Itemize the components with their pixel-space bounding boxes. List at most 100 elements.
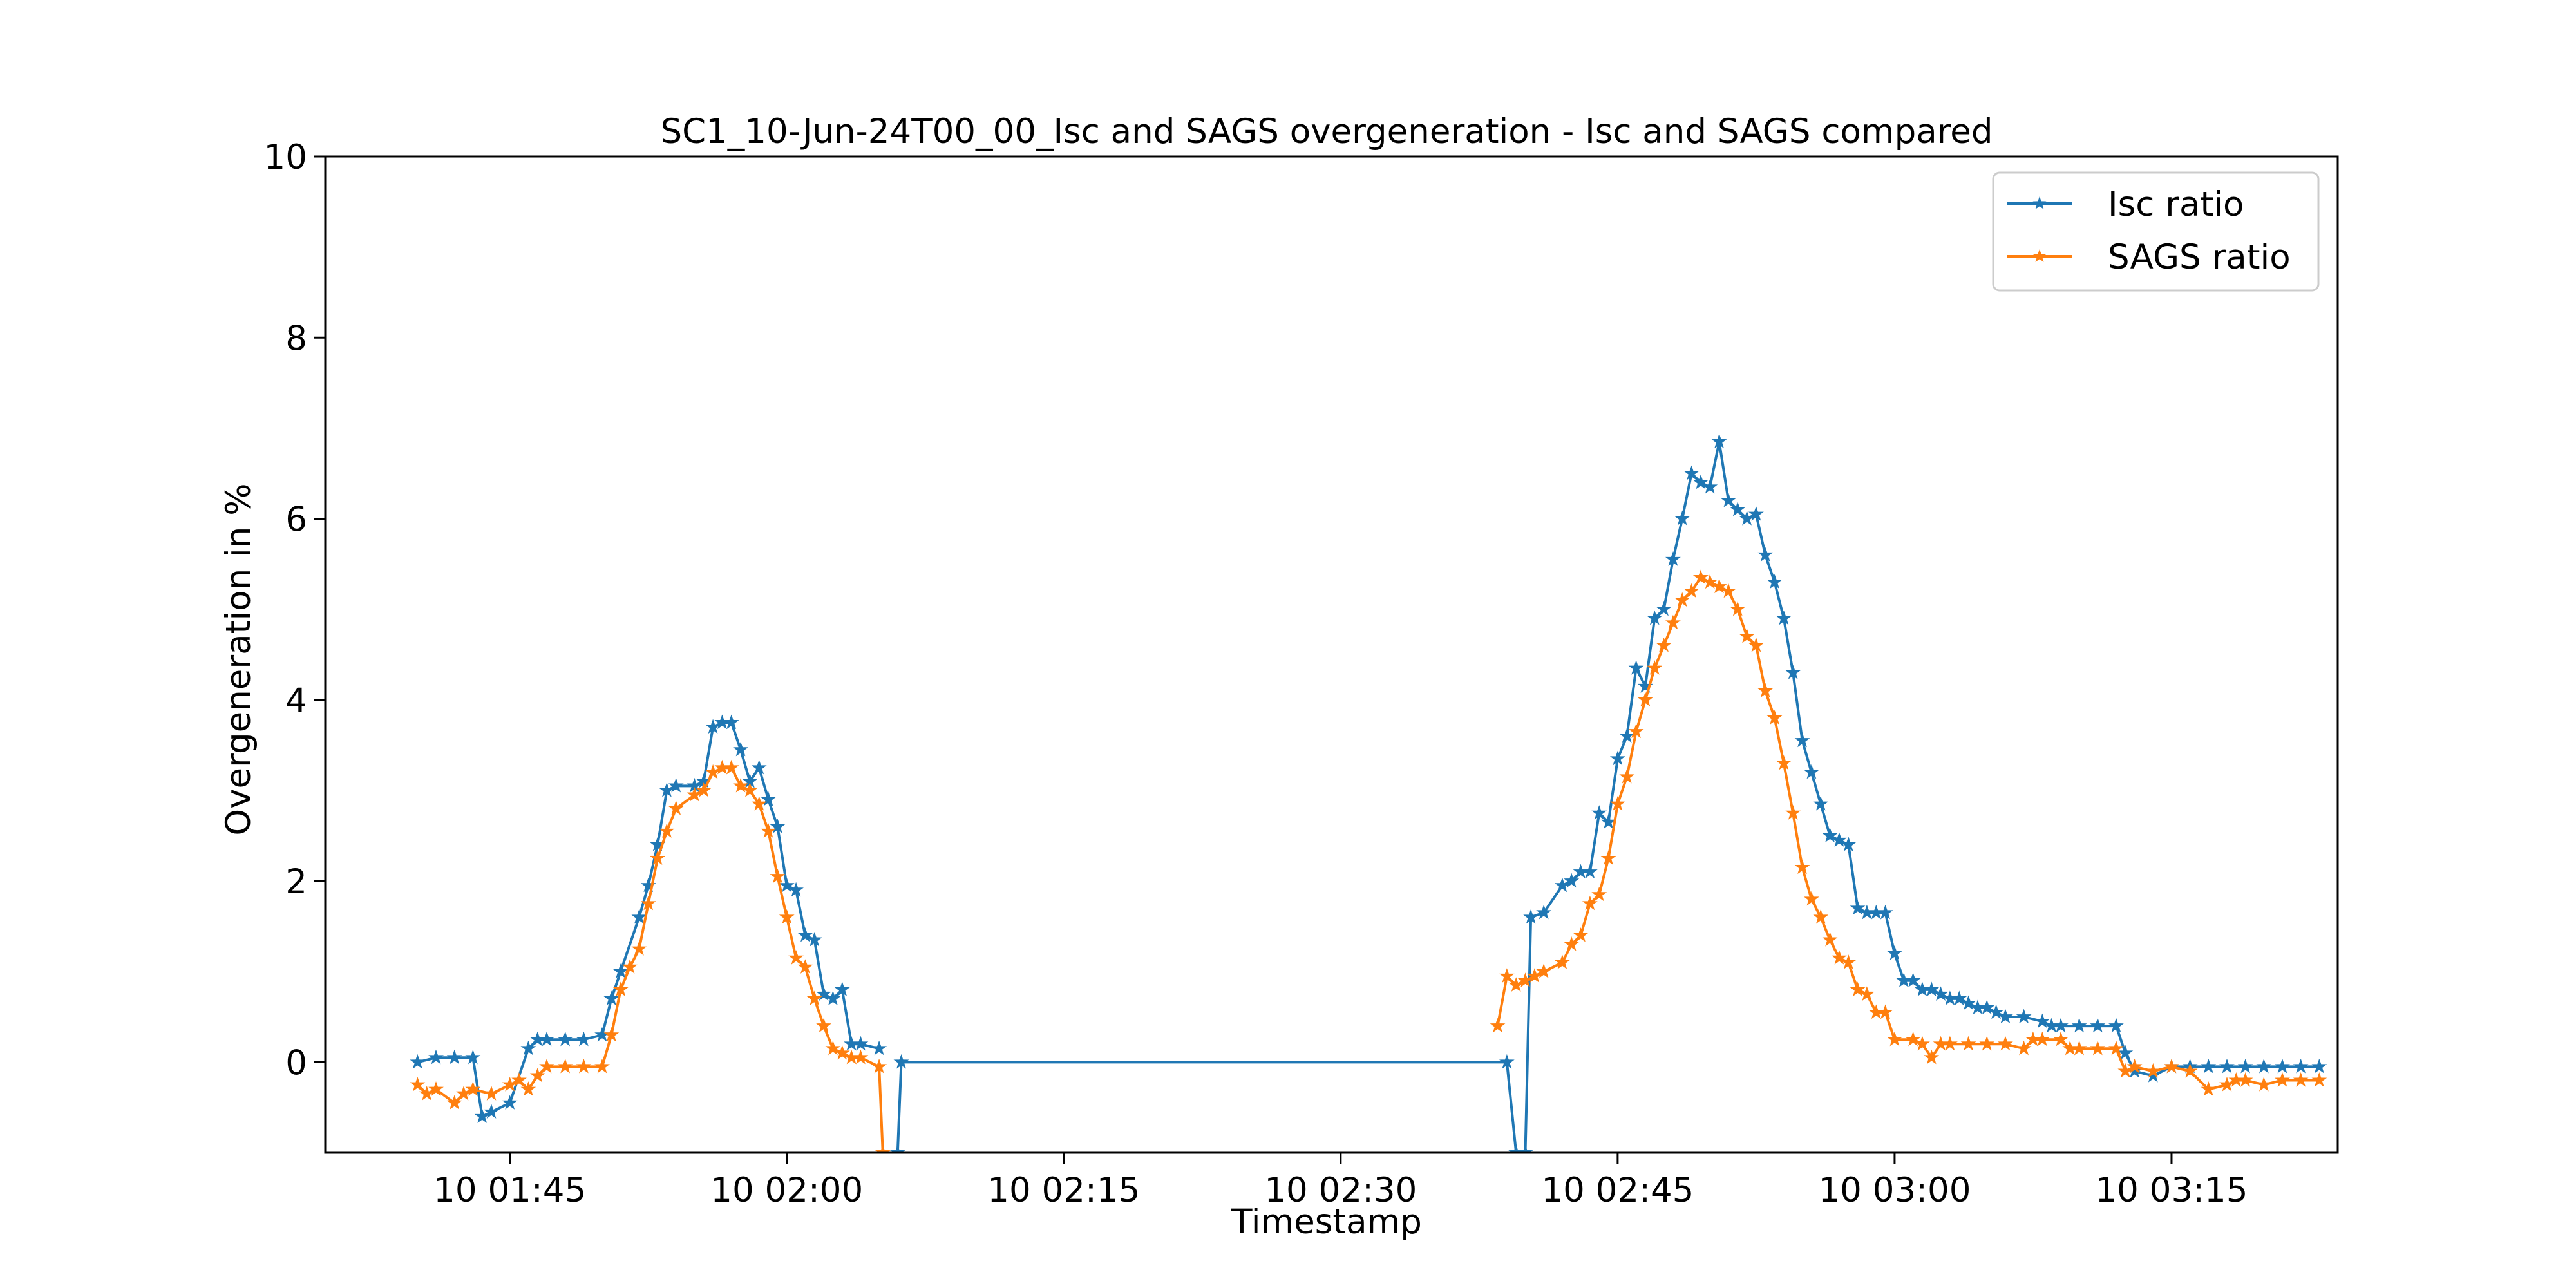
data-point bbox=[733, 741, 748, 757]
x-tick-label: 10 01:45 bbox=[433, 1171, 586, 1210]
data-point bbox=[2201, 1058, 2217, 1074]
data-point bbox=[576, 1058, 592, 1074]
data-point bbox=[723, 759, 739, 775]
data-point bbox=[1600, 814, 1616, 829]
data-point bbox=[853, 1036, 869, 1051]
data-point bbox=[1674, 510, 1690, 526]
data-point bbox=[751, 795, 767, 811]
data-point bbox=[1702, 574, 1718, 589]
data-point bbox=[1582, 864, 1598, 879]
data-point bbox=[1960, 995, 1976, 1010]
data-point bbox=[2053, 1018, 2069, 1033]
series-isc-ratio bbox=[410, 433, 2327, 1153]
data-point bbox=[1887, 945, 1902, 960]
data-point bbox=[1564, 936, 1580, 951]
data-point bbox=[1850, 900, 1866, 915]
data-point bbox=[1683, 583, 1700, 598]
legend-marker bbox=[2032, 249, 2047, 262]
data-point bbox=[2126, 1058, 2143, 1074]
legend-label: Isc ratio bbox=[2108, 185, 2244, 224]
data-point bbox=[1915, 1036, 1930, 1051]
data-point bbox=[893, 1054, 909, 1069]
data-point bbox=[1905, 1031, 1921, 1046]
data-point bbox=[1647, 660, 1663, 675]
data-point bbox=[502, 1095, 518, 1110]
data-point bbox=[1905, 972, 1921, 987]
data-point bbox=[806, 931, 822, 947]
data-point bbox=[612, 963, 629, 978]
data-point bbox=[1942, 1036, 1958, 1051]
x-tick-label: 10 02:45 bbox=[1541, 1171, 1694, 1210]
data-point bbox=[1757, 547, 1774, 562]
data-point bbox=[788, 950, 804, 965]
y-tick-label: 6 bbox=[285, 500, 307, 540]
x-axis-label: Timestamp bbox=[1231, 1202, 1422, 1242]
x-tick-label: 10 03:15 bbox=[2095, 1171, 2248, 1210]
x-tick-label: 10 02:15 bbox=[987, 1171, 1140, 1210]
data-point bbox=[871, 1040, 887, 1056]
legend-marker bbox=[2032, 196, 2047, 209]
data-point bbox=[2293, 1072, 2309, 1087]
data-point bbox=[612, 981, 629, 997]
data-point bbox=[1628, 723, 1644, 739]
plot-area bbox=[324, 155, 2339, 1154]
data-point bbox=[1683, 465, 1700, 480]
data-point bbox=[825, 990, 841, 1006]
data-point bbox=[705, 764, 721, 779]
data-point bbox=[1766, 710, 1783, 725]
data-point bbox=[2053, 1031, 2069, 1046]
data-point bbox=[779, 877, 795, 893]
data-point bbox=[1785, 805, 1801, 820]
data-point bbox=[696, 782, 712, 797]
data-point bbox=[788, 882, 804, 897]
data-point bbox=[2256, 1058, 2272, 1074]
data-point bbox=[779, 909, 795, 924]
data-point bbox=[1804, 891, 1819, 906]
data-point bbox=[484, 1086, 499, 1101]
data-point bbox=[1665, 614, 1681, 630]
data-point bbox=[603, 1027, 620, 1042]
data-point bbox=[1517, 972, 1533, 987]
data-point bbox=[1536, 904, 1552, 920]
data-point bbox=[631, 941, 647, 956]
data-point bbox=[1841, 837, 1857, 851]
data-point bbox=[456, 1086, 471, 1101]
data-point bbox=[1600, 850, 1616, 866]
data-point bbox=[2016, 1040, 2032, 1056]
data-point bbox=[834, 981, 850, 997]
plot-frame bbox=[324, 155, 2339, 1154]
data-point bbox=[1656, 637, 1672, 652]
y-tick-label: 2 bbox=[285, 862, 307, 902]
data-point bbox=[668, 777, 684, 793]
data-point bbox=[1692, 569, 1709, 585]
data-point bbox=[1988, 1004, 2004, 1019]
data-point bbox=[2145, 1067, 2161, 1083]
data-point bbox=[1564, 873, 1580, 888]
data-point bbox=[1832, 832, 1847, 847]
data-point bbox=[1517, 1144, 1533, 1153]
data-point bbox=[511, 1072, 527, 1087]
data-point bbox=[2182, 1063, 2198, 1078]
data-point bbox=[2034, 1031, 2050, 1046]
data-point bbox=[465, 1049, 481, 1065]
data-point bbox=[1490, 1018, 1506, 1033]
y-tick-label: 0 bbox=[285, 1043, 307, 1083]
data-point bbox=[1692, 474, 1709, 489]
data-point bbox=[428, 1049, 444, 1065]
data-point bbox=[2071, 1040, 2087, 1056]
data-point bbox=[631, 909, 647, 924]
data-point bbox=[871, 1058, 887, 1074]
data-point bbox=[2016, 1009, 2032, 1024]
data-point bbox=[1776, 755, 1792, 770]
data-point bbox=[825, 1040, 841, 1056]
series-sags-ratio bbox=[410, 569, 2327, 1153]
data-point bbox=[875, 1144, 891, 1153]
data-point bbox=[2145, 1063, 2161, 1078]
data-point bbox=[1730, 501, 1746, 516]
y-tick-label: 8 bbox=[285, 319, 307, 358]
data-point bbox=[1979, 999, 1995, 1015]
data-point bbox=[770, 819, 786, 833]
data-point bbox=[428, 1081, 444, 1096]
data-point bbox=[1508, 977, 1524, 992]
